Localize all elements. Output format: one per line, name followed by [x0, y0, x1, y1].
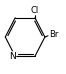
- Text: Br: Br: [49, 30, 58, 39]
- Text: Cl: Cl: [31, 6, 39, 15]
- Text: N: N: [9, 52, 16, 61]
